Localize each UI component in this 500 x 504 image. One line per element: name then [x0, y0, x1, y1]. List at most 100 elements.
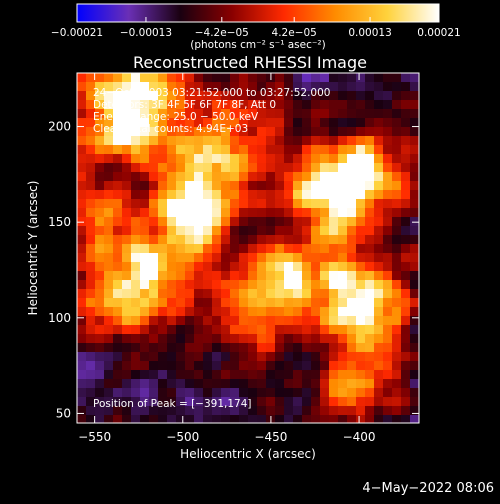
- heatmap-pixel: [374, 109, 384, 119]
- heatmap-pixel: [104, 244, 114, 254]
- annotation-line: 24−Oct−2003 03:21:52.000 to 03:27:52.000: [93, 87, 330, 99]
- heatmap-pixel: [338, 145, 348, 155]
- heatmap-pixel: [122, 235, 132, 245]
- heatmap-pixel: [77, 244, 87, 254]
- heatmap-pixel: [212, 190, 222, 200]
- heatmap-pixel: [392, 406, 402, 416]
- heatmap-pixel: [401, 379, 411, 389]
- heatmap-pixel: [365, 307, 375, 317]
- heatmap-pixel: [302, 208, 312, 218]
- heatmap-pixel: [410, 109, 419, 119]
- heatmap-pixel: [302, 199, 312, 209]
- heatmap-pixel: [158, 181, 168, 191]
- heatmap-pixel: [239, 343, 249, 353]
- heatmap-pixel: [392, 262, 402, 272]
- heatmap-pixel: [338, 226, 348, 236]
- heatmap-pixel: [302, 127, 312, 137]
- heatmap-pixel: [221, 118, 231, 128]
- heatmap-pixel: [320, 379, 330, 389]
- heatmap-pixel: [410, 415, 419, 423]
- heatmap-pixel: [194, 406, 204, 416]
- heatmap-pixel: [365, 271, 375, 281]
- heatmap-pixel: [248, 226, 258, 236]
- heatmap-pixel: [320, 172, 330, 182]
- heatmap-pixel: [266, 280, 276, 290]
- heatmap-pixel: [77, 235, 87, 245]
- heatmap-pixel: [329, 154, 339, 164]
- heatmap-pixel: [347, 82, 357, 92]
- heatmap-pixel: [104, 118, 114, 128]
- heatmap-pixel: [365, 127, 375, 137]
- heatmap-pixel: [149, 253, 159, 263]
- heatmap-pixel: [104, 316, 114, 326]
- heatmap-pixel: [365, 379, 375, 389]
- heatmap-pixel: [167, 82, 177, 92]
- heatmap-pixel: [320, 163, 330, 173]
- heatmap-pixel: [104, 325, 114, 335]
- heatmap-pixel: [140, 406, 150, 416]
- heatmap-pixel: [311, 127, 321, 137]
- heatmap-pixel: [113, 298, 123, 308]
- heatmap-pixel: [131, 136, 141, 146]
- heatmap-pixel: [329, 217, 339, 227]
- heatmap-pixel: [113, 397, 123, 407]
- heatmap-pixel: [401, 190, 411, 200]
- heatmap-pixel: [257, 199, 267, 209]
- heatmap-pixel: [140, 325, 150, 335]
- heatmap-pixel: [149, 289, 159, 299]
- heatmap-pixel: [122, 127, 132, 137]
- heatmap-pixel: [104, 253, 114, 263]
- heatmap-pixel: [248, 163, 258, 173]
- heatmap-pixel: [365, 325, 375, 335]
- heatmap-pixel: [329, 280, 339, 290]
- heatmap-pixel: [347, 127, 357, 137]
- heatmap-pixel: [266, 397, 276, 407]
- heatmap-pixel: [383, 307, 393, 317]
- heatmap-pixel: [365, 235, 375, 245]
- heatmap-pixel: [158, 406, 168, 416]
- heatmap-pixel: [86, 370, 96, 380]
- heatmap-pixel: [131, 217, 141, 227]
- heatmap-pixel: [392, 325, 402, 335]
- heatmap-pixel: [113, 379, 123, 389]
- heatmap-pixel: [356, 361, 366, 371]
- heatmap-pixel: [239, 406, 249, 416]
- heatmap-pixel: [149, 244, 159, 254]
- heatmap-pixel: [365, 406, 375, 416]
- heatmap-pixel: [374, 217, 384, 227]
- heatmap-pixel: [140, 181, 150, 191]
- heatmap-pixel: [293, 235, 303, 245]
- heatmap-pixel: [95, 325, 105, 335]
- heatmap-pixel: [86, 352, 96, 362]
- heatmap-pixel: [239, 244, 249, 254]
- heatmap-pixel: [194, 262, 204, 272]
- heatmap-pixel: [266, 343, 276, 353]
- heatmap-pixel: [257, 163, 267, 173]
- heatmap-pixel: [383, 253, 393, 263]
- heatmap-pixel: [167, 280, 177, 290]
- heatmap-pixel: [293, 145, 303, 155]
- heatmap-pixel: [194, 316, 204, 326]
- heatmap-pixel: [266, 325, 276, 335]
- heatmap-pixel: [266, 307, 276, 317]
- heatmap-pixel: [203, 334, 213, 344]
- heatmap-pixel: [329, 73, 339, 83]
- heatmap-pixel: [185, 307, 195, 317]
- annotation-line: Energy Range: 25.0 − 50.0 keV: [93, 111, 259, 123]
- heatmap-pixel: [302, 118, 312, 128]
- heatmap-pixel: [347, 109, 357, 119]
- heatmap-pixel: [293, 154, 303, 164]
- heatmap-pixel: [356, 325, 366, 335]
- heatmap-pixel: [329, 370, 339, 380]
- heatmap-pixel: [140, 73, 150, 83]
- heatmap-pixel: [149, 325, 159, 335]
- heatmap-pixel: [392, 154, 402, 164]
- heatmap-pixel: [248, 271, 258, 281]
- heatmap-pixel: [392, 190, 402, 200]
- heatmap-pixel: [149, 199, 159, 209]
- heatmap-pixel: [293, 109, 303, 119]
- heatmap-pixel: [86, 208, 96, 218]
- heatmap-pixel: [410, 163, 419, 173]
- heatmap-pixel: [383, 100, 393, 110]
- heatmap-pixel: [176, 73, 186, 83]
